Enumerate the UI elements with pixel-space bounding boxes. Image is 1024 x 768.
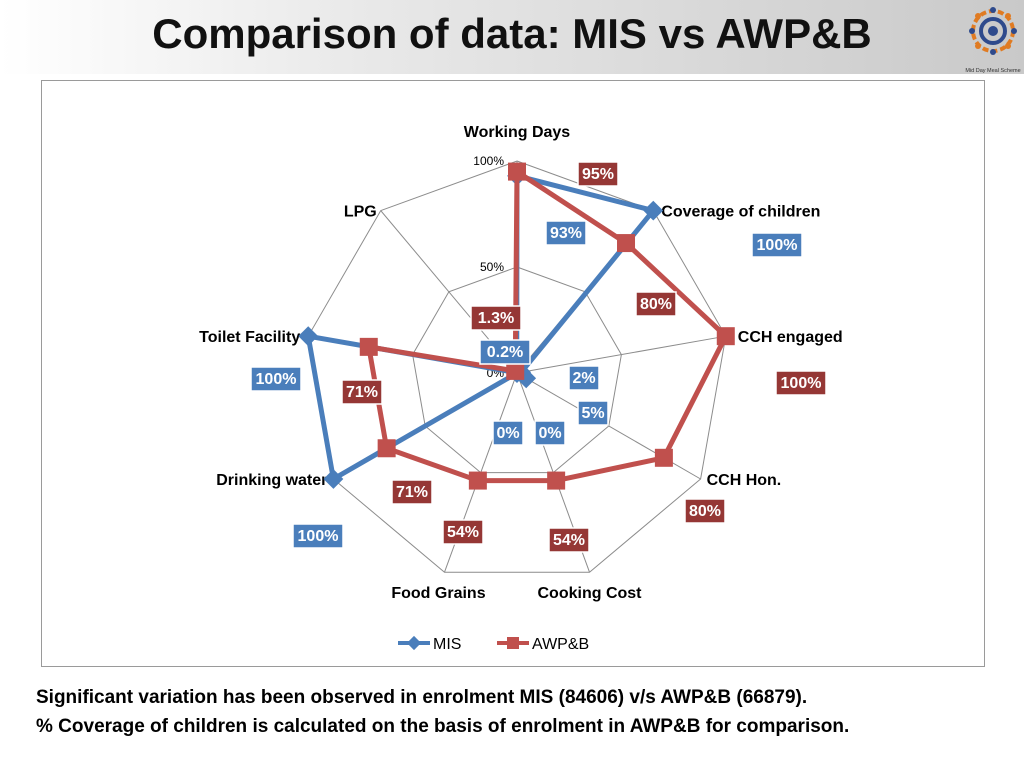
category-label: Cooking Cost [538,585,643,602]
mis-data-label: 0% [496,425,519,442]
legend-marker [507,637,519,649]
mdm-logo-text: Mid Day Meal Scheme [965,68,1020,74]
awpb-point [506,361,525,380]
awpb-data-label: 95% [582,166,614,183]
legend-label: MIS [433,636,461,653]
awpb-data-label: 54% [447,524,479,541]
category-label: Coverage of children [661,204,820,221]
awpb-data-label-box [470,305,522,331]
mis-data-label: 100% [757,237,798,254]
radial-tick-label: 100% [473,154,504,168]
mis-data-label: 100% [256,371,297,388]
legend-marker [406,635,422,651]
grid-ring-50 [412,266,622,474]
awpb-data-label: 80% [640,296,672,313]
slide-title: Comparison of data: MIS vs AWP&B [152,10,872,57]
awpb-data-label: 71% [396,484,428,501]
awpb-data-label: 54% [553,532,585,549]
grid-spoke-3 [516,335,726,374]
title-bar [0,0,1024,74]
awpb-point [508,162,526,181]
awpb-point [716,327,735,346]
category-label: Toilet Facility [199,329,300,346]
awpb-data-label: 100% [781,375,822,392]
awpb-data-label-box [635,291,677,317]
footer-line-1: Significant variation has been observed … [36,687,808,708]
mis-data-label-box [568,365,600,391]
mdm-logo-icon [969,7,1017,55]
series-line-awpb [366,169,729,484]
awpb-data-label: 80% [689,503,721,520]
category-label: Food Grains [391,585,485,602]
footer-line-2: % Coverage of children is calculated on … [36,716,850,737]
mis-data-label-box [492,420,524,446]
category-label: LPG [344,204,377,221]
radar-chart: 0% 50% 100% Working Days Coverage of childre… [199,124,843,653]
mis-data-label: 93% [550,225,582,242]
mis-data-label: 0% [538,425,561,442]
mis-data-label: 2% [572,370,595,387]
category-label: Drinking water [216,472,327,489]
awpb-data-label-box [775,370,827,396]
awpb-data-label-box [442,519,484,545]
category-label: CCH Hon. [707,472,782,489]
mis-data-label-box [534,420,566,446]
radial-tick-label: 50% [480,260,504,274]
mis-data-label: 5% [581,405,604,422]
awpb-data-label-box [684,498,726,524]
awpb-point [359,337,378,356]
mis-data-label-box [545,220,587,246]
awpb-data-label-box [391,479,433,505]
mis-data-label: 0.2% [487,344,523,361]
category-label: CCH engaged [738,329,843,346]
awpb-point [468,471,487,490]
awpb-point [377,439,396,458]
mis-data-label-box [479,339,531,365]
mis-point [298,326,319,347]
awpb-point [547,471,566,490]
mis-data-label-box [250,366,302,392]
mis-data-label-box [577,400,609,426]
footer-notes: Significant variation has been observed … [36,683,1016,741]
awpb-data-label: 1.3% [478,310,514,327]
chart-frame: 0% 50% 100% Working Days Coverage of childre… [41,80,985,667]
awpb-data-label-box [577,161,619,187]
awpb-data-label: 71% [346,384,378,401]
awpb-point [654,448,673,467]
mis-data-label: 100% [298,528,339,545]
awpb-data-label-box [341,379,383,405]
awpb-data-label-box [548,527,590,553]
category-label: Working Days [464,124,571,141]
legend-label: AWP&B [532,636,589,653]
grid-ring-100 [307,160,727,573]
mis-data-label-box [292,523,344,549]
awpb-point [617,234,636,253]
mis-data-label-box [751,232,803,258]
mdm-logo: Mid Day Meal Scheme [965,7,1021,74]
mis-point [323,469,344,489]
